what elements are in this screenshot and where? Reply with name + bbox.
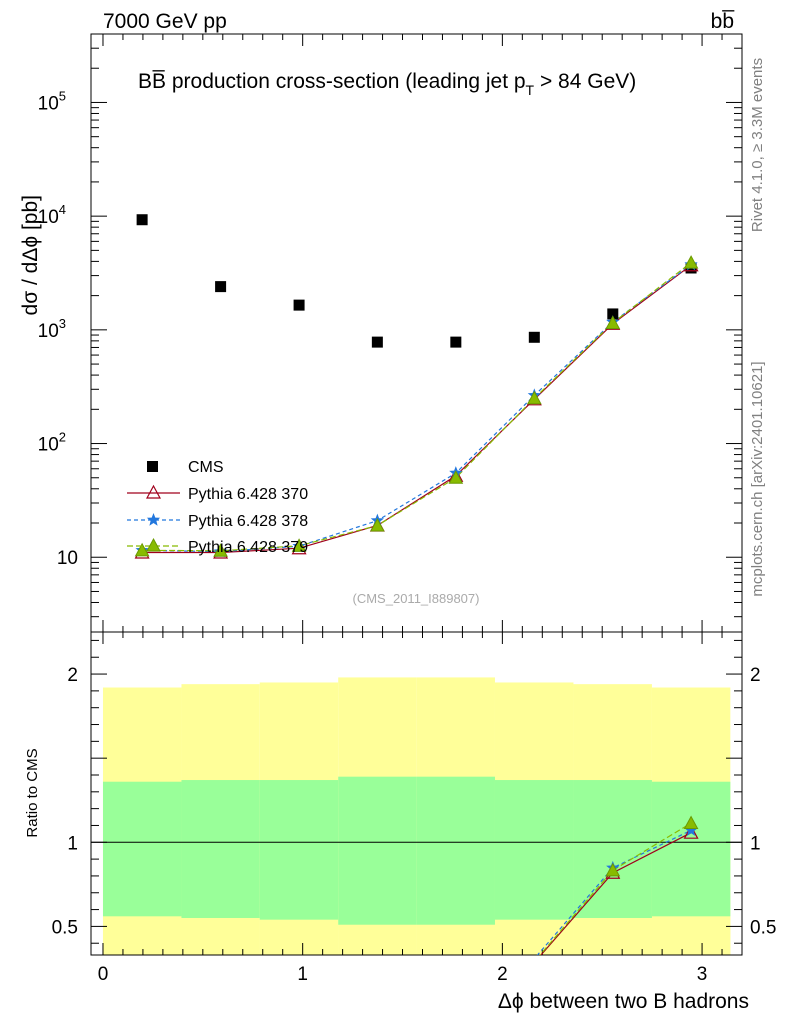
ratio-y-axis-label: Ratio to CMS [24, 748, 41, 837]
series-2-point [683, 255, 699, 269]
ratio-bands [91, 677, 742, 955]
x-tick-label: 2 [497, 964, 508, 985]
y-tick-label: 103 [38, 316, 66, 342]
series-2-point [605, 315, 621, 329]
chart-title-main: BB̅ production cross-section (leading je… [138, 70, 526, 93]
ratio-tick-label-right: 0.5 [750, 917, 776, 938]
chart-title-tail: > 84 GeV) [534, 70, 636, 93]
series-lines [142, 262, 692, 955]
legend-370-marker [145, 484, 162, 499]
series-line-0 [142, 264, 692, 554]
band-yellow-low-6 [573, 917, 652, 955]
legend-378-marker [146, 513, 161, 526]
legend: CMS Pythia 6.428 370 Pythia 6.428 378 Py… [127, 459, 308, 556]
y-axis-label: dσ / dΔϕ [pb] [19, 195, 42, 315]
y-tick-label: 105 [38, 88, 66, 114]
band-yellow-low-2 [259, 919, 339, 955]
cms-point [450, 336, 462, 348]
y-tick-label: 104 [38, 202, 66, 228]
band-green-1 [181, 780, 260, 918]
series-1-ratio-point [684, 823, 698, 836]
band-green-6 [573, 780, 652, 918]
ratio-tick-label: 0.5 [52, 917, 78, 938]
series-0-ratio-point [683, 824, 699, 839]
band-green-3 [338, 776, 417, 925]
chart-title-sub: T [526, 82, 535, 98]
x-axis-label: Δϕ between two B hadrons [498, 990, 749, 1013]
header-left: 7000 GeV pp [103, 10, 227, 33]
x-tick-label: 0 [98, 964, 109, 985]
ratio-tick-label-right: 1 [750, 833, 761, 854]
cms-point [528, 331, 540, 343]
cms-point [607, 308, 619, 320]
band-green-5 [494, 780, 574, 920]
ratio-frame [90, 631, 743, 956]
legend-cms-marker [147, 461, 158, 472]
markers [134, 214, 699, 879]
series-2-point [448, 470, 464, 484]
band-yellow-low-0 [102, 916, 182, 955]
legend-cms-label: CMS [188, 459, 224, 476]
series-2-point [291, 538, 307, 552]
band-yellow-low-7 [651, 916, 731, 955]
legend-379-label: Pythia 6.428 379 [188, 539, 308, 556]
band-yellow-low-3 [338, 924, 417, 955]
mcplots-label: mcplots.cern.ch [arXiv:2401.10621] [749, 361, 766, 596]
ratio-tick-label: 2 [67, 665, 78, 686]
ratio-line-0 [540, 832, 692, 955]
band-green-4 [416, 776, 495, 925]
cms-point [215, 281, 227, 293]
band-green-2 [259, 780, 339, 920]
series-line-1 [142, 264, 692, 553]
cms-point [136, 214, 148, 226]
analysis-watermark: (CMS_2011_I889807) [353, 591, 480, 606]
header-right: bb̅ [711, 10, 736, 33]
legend-378-label: Pythia 6.428 378 [188, 513, 308, 530]
series-2-point [370, 517, 385, 532]
series-2-point [134, 542, 150, 557]
y-tick-label: 10 [57, 548, 78, 569]
x-tick-label: 3 [697, 964, 708, 985]
series-2-ratio-point [605, 862, 621, 877]
band-yellow-low-5 [494, 919, 574, 955]
rivet-label: Rivet 4.1.0, ≥ 3.3M events [749, 58, 766, 232]
band-green-7 [651, 781, 731, 917]
series-2-point [526, 390, 542, 405]
cms-point [293, 299, 305, 311]
band-yellow-low-4 [416, 924, 495, 955]
x-tick-label: 1 [297, 964, 308, 985]
band-yellow-low-1 [181, 917, 260, 955]
series-2-ratio-point [683, 815, 699, 830]
cms-point [371, 336, 383, 348]
series-line-2 [142, 262, 692, 552]
y-tick-label: 102 [38, 430, 66, 456]
band-green-0 [102, 781, 182, 917]
axis-ticks: 0 1 2 3 10 102 103 104 105 0.5 0.5 1 1 2 2 [38, 33, 776, 985]
series-2-point [213, 543, 228, 557]
ratio-tick-label-right: 2 [750, 665, 761, 686]
ratio-tick-label: 1 [67, 833, 78, 854]
chart-title: BB̅ production cross-section (leading je… [138, 70, 636, 98]
legend-370-label: Pythia 6.428 370 [188, 486, 308, 503]
legend-379-marker [146, 537, 161, 552]
